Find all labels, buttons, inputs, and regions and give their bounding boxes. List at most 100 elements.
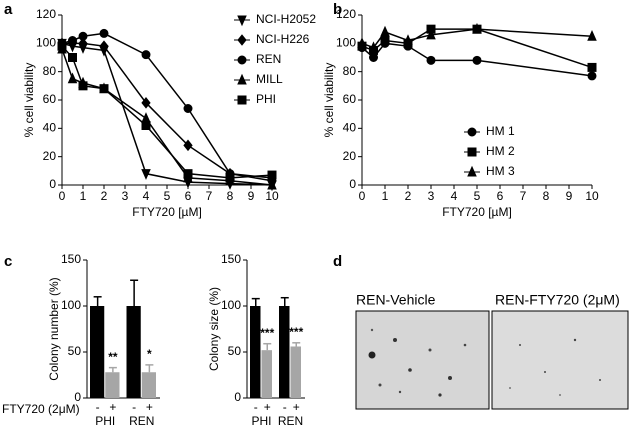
legend-marker	[237, 95, 247, 105]
micrograph	[355, 310, 490, 410]
y-tick-label: 120	[36, 7, 56, 21]
legend-marker	[237, 73, 247, 85]
legend-label: NCI-H226	[256, 32, 310, 46]
y-tick-label: 100	[36, 36, 56, 50]
marker	[99, 84, 109, 94]
x-tick-label: 5	[164, 189, 171, 203]
y-axis-title: Colony number (%)	[47, 277, 61, 380]
significance: **	[108, 350, 118, 364]
y-tick-label: 80	[343, 64, 357, 78]
panel-label: c	[4, 253, 12, 270]
y-tick-label: 100	[61, 298, 81, 312]
image-label: REN-FTY720 (2μM)	[495, 292, 620, 308]
x-axis-title: FTY720 [µM]	[132, 205, 202, 219]
marker	[403, 34, 413, 45]
y-tick-label: 40	[343, 121, 357, 135]
significance: ***	[260, 326, 274, 340]
marker	[68, 53, 77, 62]
group-label: REN	[129, 414, 154, 428]
marker	[67, 72, 78, 84]
legend-label: MILL	[256, 72, 283, 86]
x-tick-label: 3	[122, 189, 129, 203]
y-tick-label: 0	[234, 390, 241, 404]
y-tick-label: 150	[61, 252, 81, 266]
x-tick-label: -	[132, 400, 136, 414]
legend-label: PHI	[256, 92, 276, 106]
legend-marker	[467, 127, 477, 137]
panel-label: a	[4, 1, 13, 18]
y-tick-label: 20	[343, 149, 357, 163]
x-tick-label: 7	[520, 189, 527, 203]
x-tick-label: 9	[566, 189, 573, 203]
y-tick-label: 50	[228, 344, 242, 358]
x-tick-label: -	[283, 400, 287, 414]
marker	[78, 81, 88, 91]
image-label: REN-Vehicle	[356, 292, 436, 308]
marker	[357, 37, 367, 48]
marker	[99, 40, 109, 52]
marker	[380, 36, 390, 45]
micrograph	[491, 310, 629, 410]
bar	[105, 372, 120, 398]
x-tick-label: 0	[359, 189, 366, 203]
marker	[141, 169, 151, 180]
x-axis-title: FTY720 [µM]	[442, 205, 512, 219]
marker	[99, 28, 109, 38]
marker	[472, 55, 482, 65]
line	[61, 45, 273, 179]
x-tick-label: 8	[227, 189, 234, 203]
marker	[587, 62, 597, 72]
significance: ***	[289, 325, 303, 339]
marker	[426, 28, 436, 40]
bar	[261, 350, 272, 398]
x-tick-label: 9	[248, 189, 255, 203]
bar	[126, 306, 141, 398]
marker	[426, 55, 436, 65]
y-tick-label: 150	[221, 252, 241, 266]
marker	[183, 139, 193, 152]
bar	[290, 346, 301, 398]
x-tick-label: 5	[474, 189, 481, 203]
y-tick-label: 40	[43, 121, 57, 135]
legend-label: HM 2	[486, 144, 515, 158]
marker	[68, 36, 77, 45]
x-tick-label: 6	[497, 189, 504, 203]
y-axis-title: % cell viability	[322, 63, 336, 138]
marker	[267, 178, 277, 190]
line	[61, 32, 273, 179]
group-label: REN	[278, 414, 303, 428]
marker	[225, 173, 235, 183]
panel-label: b	[333, 1, 342, 18]
x-tick-label: 2	[405, 189, 412, 203]
y-tick-label: 60	[343, 92, 357, 106]
marker	[587, 30, 597, 41]
legend-label: HM 1	[486, 124, 515, 138]
legend-marker	[237, 15, 247, 27]
legend-label: NCI-H2052	[256, 12, 316, 26]
x-tick-label: 1	[382, 189, 389, 203]
x-tick-label: +	[293, 400, 300, 414]
marker	[368, 41, 379, 53]
x-tick-label: -	[254, 400, 258, 414]
legend-label: REN	[256, 52, 281, 66]
legend-marker	[237, 34, 247, 46]
x-tick-label: 10	[585, 189, 599, 203]
y-tick-label: 0	[49, 177, 56, 191]
y-tick-label: 50	[68, 344, 82, 358]
x-tick-label: 0	[59, 189, 66, 203]
x-tick-label: 7	[206, 189, 213, 203]
x-tick-label: 4	[451, 189, 458, 203]
y-axis-title: % cell viability	[22, 63, 36, 138]
x-tick-label: 2	[101, 189, 108, 203]
x-tick-label: +	[146, 400, 153, 414]
bar	[141, 372, 156, 398]
x-tick-label: 3	[428, 189, 435, 203]
y-axis-title: Colony size (%)	[207, 287, 221, 371]
x-tick-label: 6	[185, 189, 192, 203]
panel-label: d	[333, 253, 342, 270]
y-tick-label: 120	[336, 7, 356, 21]
group-label: PHI	[251, 414, 271, 428]
line	[61, 42, 273, 186]
bar	[90, 306, 105, 398]
bar	[250, 306, 261, 398]
